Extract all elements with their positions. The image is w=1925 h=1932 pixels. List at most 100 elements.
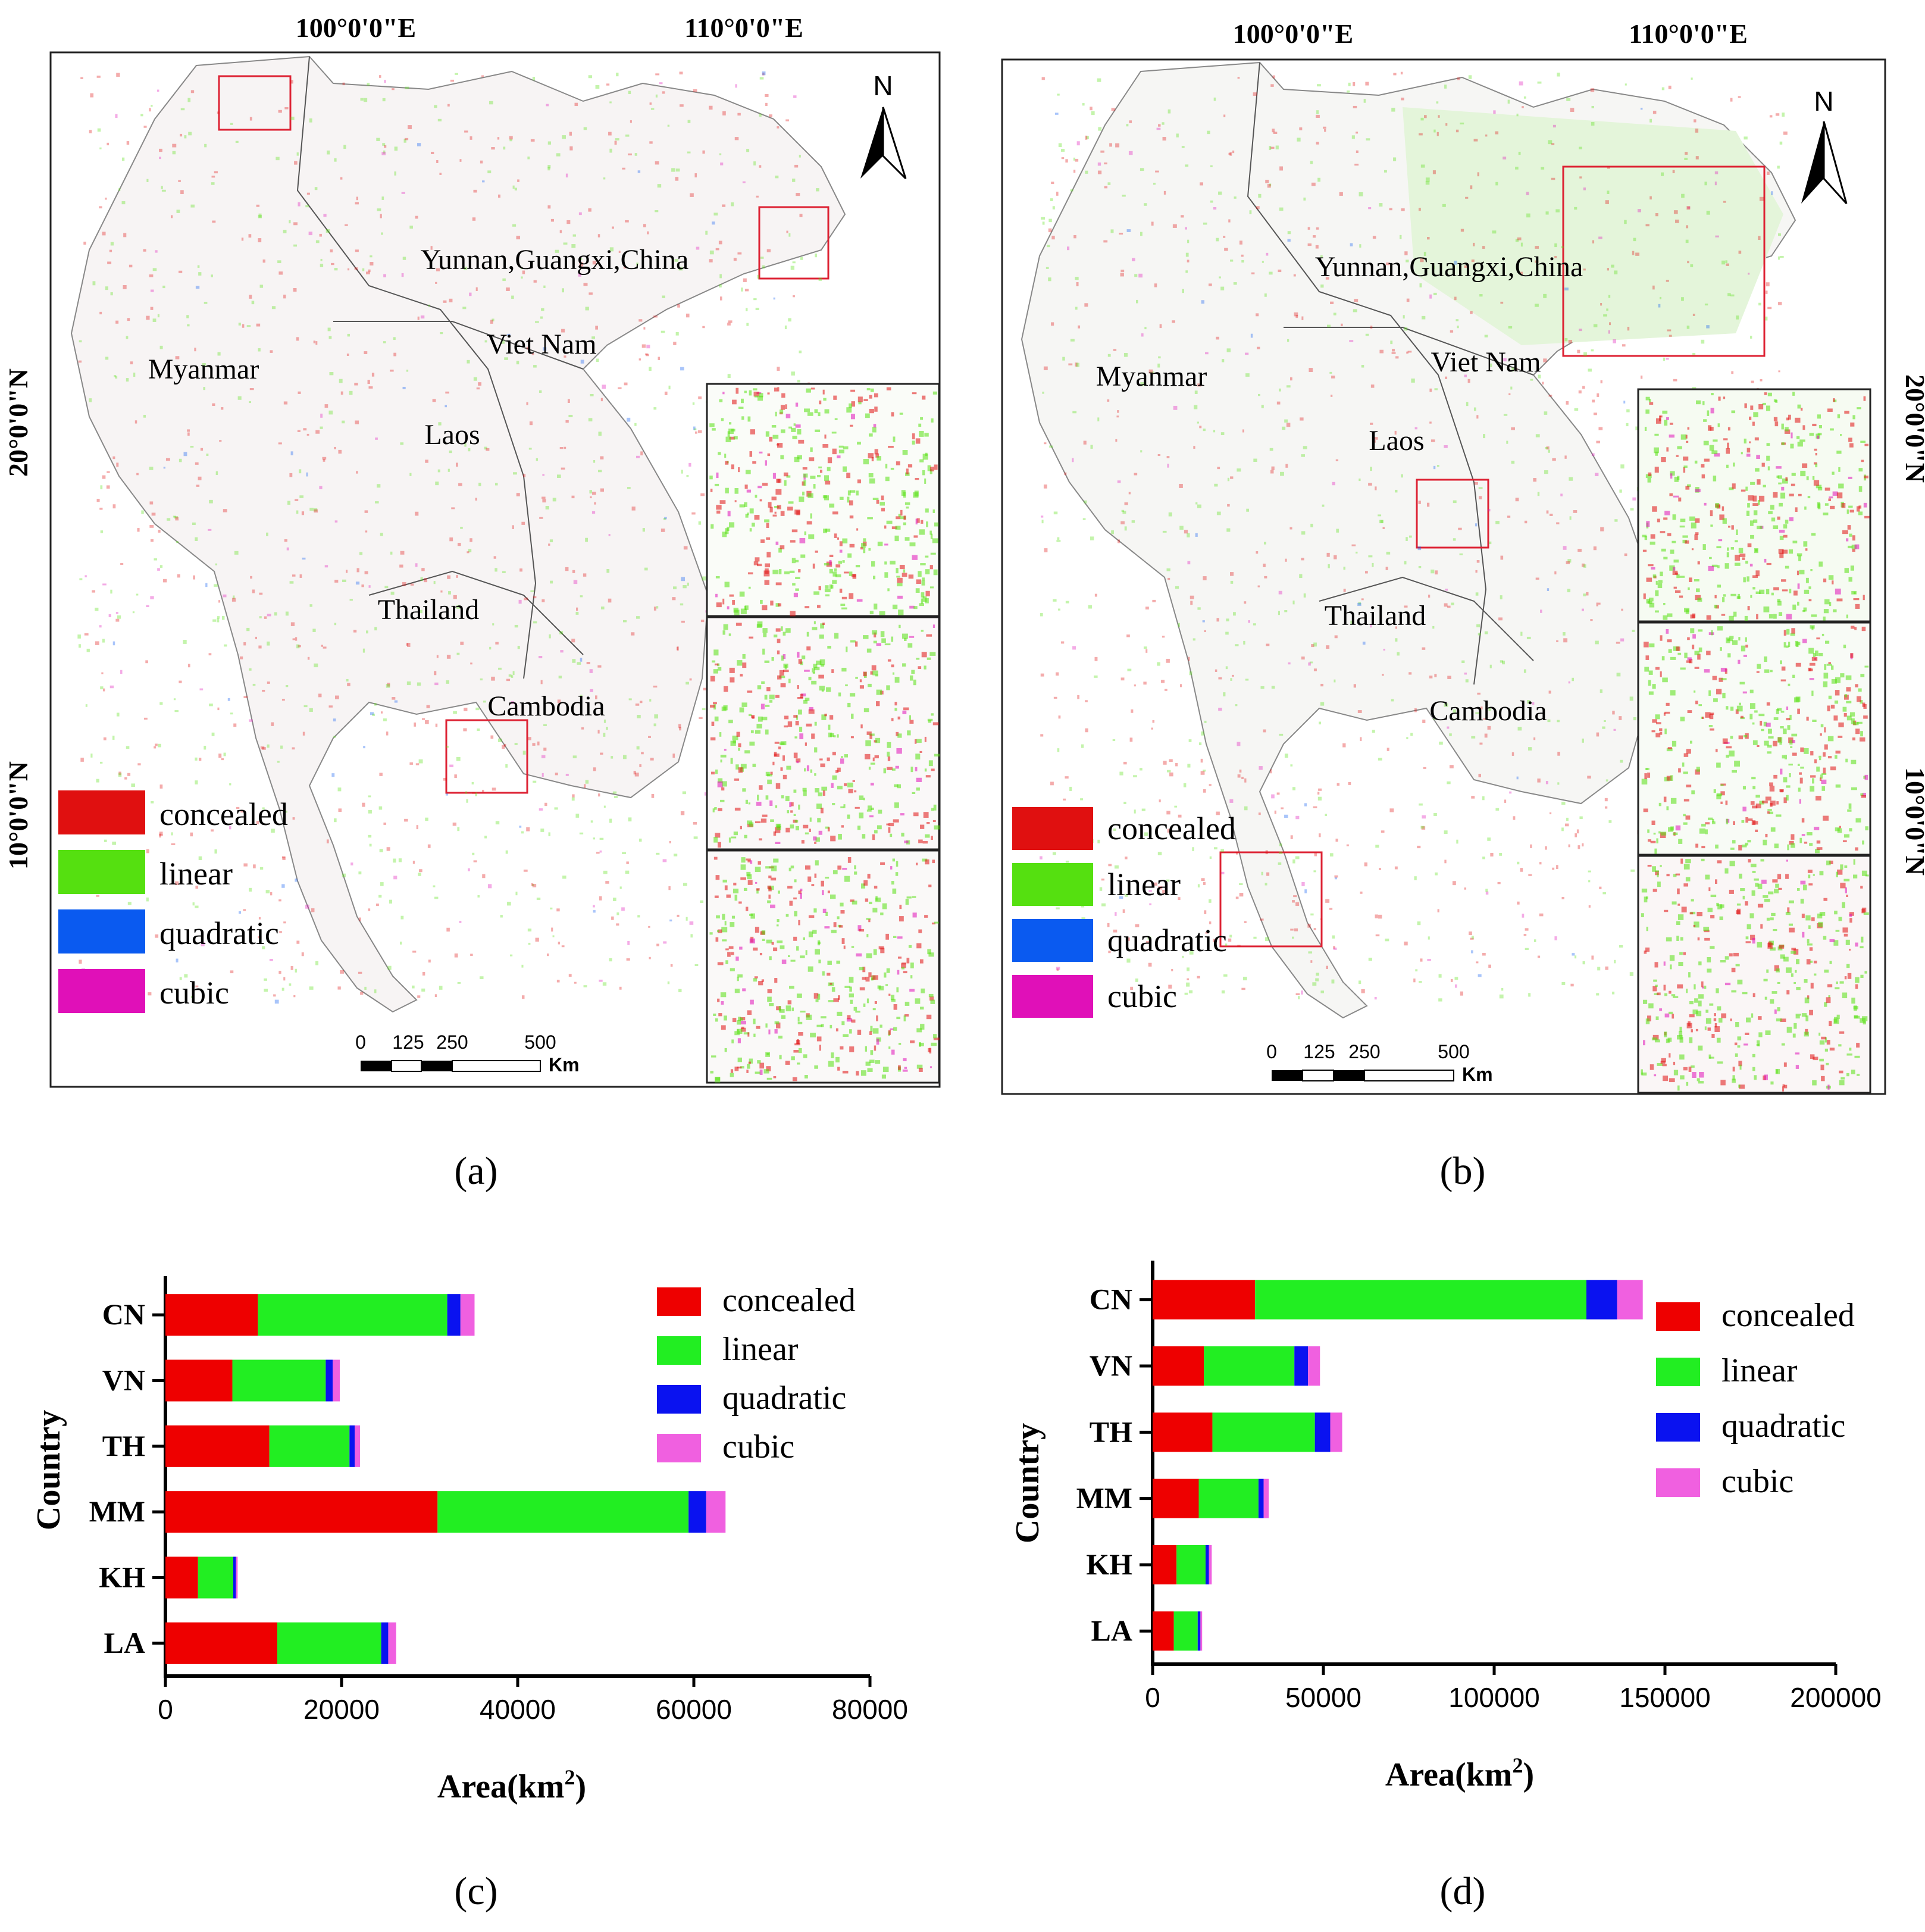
map-speckle bbox=[1511, 367, 1514, 372]
map-speckle bbox=[518, 599, 522, 604]
inset-speckle bbox=[1663, 615, 1668, 620]
map-speckle bbox=[110, 292, 113, 296]
inset-speckle bbox=[859, 679, 862, 683]
inset-speckle bbox=[893, 1004, 897, 1010]
map-speckle bbox=[1590, 619, 1593, 621]
inset-speckle bbox=[789, 901, 793, 906]
map-speckle bbox=[1533, 478, 1537, 482]
inset-speckle bbox=[866, 809, 872, 812]
map-speckle bbox=[550, 218, 554, 222]
inset-panels bbox=[706, 383, 940, 1084]
map-speckle bbox=[1368, 555, 1373, 558]
inset-speckle bbox=[869, 395, 872, 399]
inset-speckle bbox=[1707, 410, 1710, 416]
map-speckle bbox=[773, 297, 775, 300]
map-speckle bbox=[95, 641, 99, 645]
inset-speckle bbox=[729, 436, 735, 440]
inset-speckle bbox=[902, 1069, 908, 1072]
map-speckle bbox=[1109, 143, 1112, 147]
map-speckle bbox=[1526, 636, 1531, 639]
inset-speckle bbox=[749, 390, 752, 396]
map-speckle bbox=[415, 215, 418, 219]
map-speckle bbox=[1343, 589, 1346, 592]
map-speckle bbox=[384, 586, 389, 589]
map-speckle bbox=[1122, 511, 1126, 514]
map-speckle bbox=[112, 842, 117, 845]
inset-speckle bbox=[932, 624, 935, 628]
inset-speckle bbox=[776, 1006, 781, 1011]
map-speckle bbox=[386, 847, 390, 851]
map-speckle bbox=[473, 860, 477, 862]
inset-speckle bbox=[1702, 401, 1705, 405]
inset-speckle bbox=[1652, 506, 1657, 512]
map-speckle bbox=[1557, 752, 1560, 756]
inset-speckle bbox=[789, 802, 791, 808]
map-speckle bbox=[1632, 251, 1635, 255]
inset-speckle bbox=[813, 993, 819, 999]
map-speckle bbox=[203, 387, 206, 390]
map-speckle bbox=[342, 579, 346, 583]
inset-speckle bbox=[766, 1066, 771, 1071]
map-speckle bbox=[600, 607, 605, 609]
inset-speckle bbox=[841, 1021, 845, 1026]
map-speckle bbox=[115, 320, 119, 324]
inset-speckle bbox=[1698, 629, 1703, 632]
map-speckle bbox=[1482, 856, 1485, 859]
inset-speckle bbox=[738, 901, 742, 904]
map-speckle bbox=[516, 361, 519, 365]
inset-speckle bbox=[1832, 491, 1838, 496]
map-speckle bbox=[502, 571, 506, 573]
map-speckle bbox=[298, 202, 301, 207]
inset-speckle bbox=[777, 940, 783, 943]
inset-speckle bbox=[1670, 826, 1674, 831]
inset-speckle bbox=[1861, 795, 1866, 798]
map-speckle bbox=[1515, 167, 1519, 170]
inset-speckle bbox=[769, 1003, 774, 1006]
map-speckle bbox=[566, 220, 571, 224]
map-speckle bbox=[1094, 593, 1097, 597]
map-speckle bbox=[656, 852, 660, 855]
map-speckle bbox=[1165, 689, 1167, 691]
inset-speckle bbox=[771, 865, 777, 871]
inset-speckle bbox=[1669, 434, 1675, 438]
map-speckle bbox=[233, 723, 237, 727]
inset-speckle bbox=[1757, 526, 1763, 530]
inset-speckle bbox=[791, 427, 796, 432]
inset-speckle bbox=[1797, 583, 1800, 589]
inset-speckle bbox=[1646, 768, 1649, 770]
map-speckle bbox=[1097, 839, 1100, 843]
inset-speckle bbox=[728, 522, 735, 528]
map-speckle bbox=[1233, 282, 1237, 285]
map-speckle bbox=[1404, 605, 1408, 608]
map-speckle bbox=[662, 859, 667, 862]
map-speckle bbox=[274, 612, 277, 616]
inset-speckle bbox=[830, 733, 834, 737]
map-speckle bbox=[293, 244, 298, 247]
map-speckle bbox=[347, 683, 350, 686]
map-speckle bbox=[1166, 770, 1171, 773]
inset-speckle bbox=[919, 959, 924, 964]
map-speckle bbox=[1445, 376, 1448, 379]
inset-speckle bbox=[830, 894, 836, 899]
inset-speckle bbox=[1845, 675, 1852, 680]
inset-speckle bbox=[772, 761, 775, 765]
inset-speckle bbox=[1753, 519, 1758, 523]
map-speckle bbox=[1557, 73, 1560, 77]
map-speckle bbox=[1704, 182, 1707, 186]
map-speckle bbox=[1336, 783, 1340, 786]
inset-speckle bbox=[742, 988, 746, 992]
inset-speckle bbox=[849, 693, 856, 697]
inset-speckle bbox=[1657, 583, 1663, 589]
map-speckle bbox=[1279, 733, 1284, 736]
map-speckle bbox=[1113, 929, 1118, 933]
inset-speckle bbox=[1647, 478, 1651, 483]
inset-speckle bbox=[1780, 726, 1784, 729]
inset-speckle bbox=[872, 834, 875, 840]
inset-speckle bbox=[798, 439, 805, 444]
inset-speckle bbox=[1661, 656, 1665, 661]
map-speckle bbox=[175, 356, 180, 359]
inset-speckle bbox=[891, 1049, 895, 1055]
map-speckle bbox=[435, 482, 439, 486]
map-speckle bbox=[785, 119, 790, 121]
map-speckle bbox=[90, 754, 93, 758]
